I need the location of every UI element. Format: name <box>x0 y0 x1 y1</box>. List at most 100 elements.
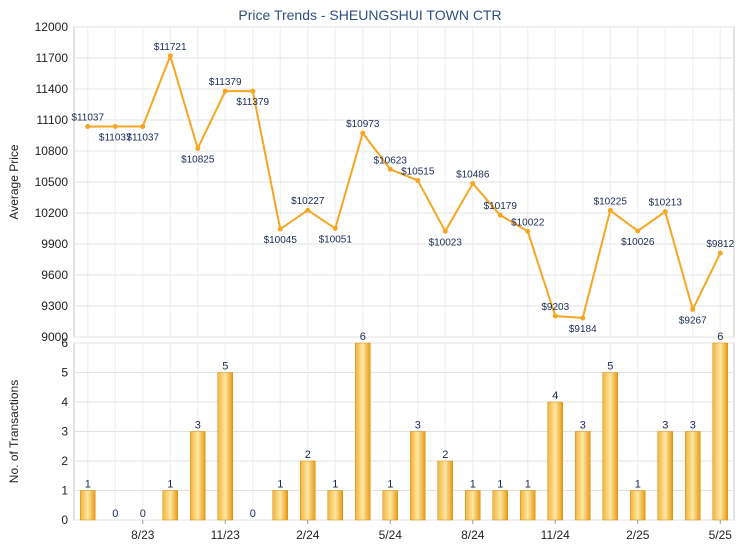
bar-data-label: 3 <box>580 420 586 432</box>
price-point <box>332 225 338 231</box>
price-data-label: $9267 <box>679 315 707 326</box>
transaction-bar <box>685 431 701 521</box>
price-data-label: $10973 <box>346 119 380 130</box>
price-point <box>717 250 723 256</box>
bar-data-label: 0 <box>250 508 256 520</box>
transaction-bar <box>80 490 96 521</box>
price-data-label: $10023 <box>429 237 463 248</box>
bar-data-label: 5 <box>607 361 613 373</box>
bar-data-label: 4 <box>552 390 558 402</box>
bar-data-label: 1 <box>387 479 393 491</box>
price-point <box>305 207 311 213</box>
bar-data-label: 5 <box>222 361 228 373</box>
y-tick-label: 5 <box>61 366 68 380</box>
price-data-label: $11379 <box>236 97 269 108</box>
y-tick-label: 9000 <box>41 330 68 344</box>
transaction-bar <box>602 372 618 521</box>
price-data-label: $10225 <box>594 196 628 207</box>
price-data-label: $11037 <box>71 113 104 124</box>
price-point <box>580 315 586 321</box>
transaction-bar <box>575 431 591 521</box>
price-data-label: $10026 <box>621 237 655 248</box>
bar-data-label: 1 <box>277 479 283 491</box>
price-point <box>277 226 283 232</box>
bar-data-label: 2 <box>442 449 448 461</box>
average-price-panel: 9000 9300 9600 9900 10200 10500 10800 11100 1140… <box>7 20 735 344</box>
price-point <box>250 88 256 94</box>
x-tick-label: 2/25 <box>626 528 650 542</box>
transaction-bar <box>437 460 453 521</box>
bar-data-label: 1 <box>167 479 173 491</box>
price-point <box>222 88 228 94</box>
x-tick-label: 11/24 <box>541 528 570 542</box>
price-data-label: $11037 <box>126 133 159 144</box>
price-data-label: $11721 <box>154 42 187 53</box>
transaction-bar <box>190 431 206 521</box>
price-point <box>360 130 366 136</box>
bar-data-label: 6 <box>360 331 366 343</box>
price-point <box>415 177 421 183</box>
transaction-bar <box>657 431 673 521</box>
transaction-bar <box>492 490 508 521</box>
price-point <box>85 124 91 130</box>
bar-data-label: 3 <box>195 420 201 432</box>
y-tick-label: 11100 <box>36 113 68 127</box>
y-tick-label: 11400 <box>36 82 69 96</box>
transaction-bar <box>547 401 563 521</box>
transaction-bar <box>355 342 371 521</box>
y-tick-label: 4 <box>61 395 68 409</box>
price-data-label: $10227 <box>291 196 325 207</box>
price-data-label: $11379 <box>209 77 242 88</box>
price-data-label: $9203 <box>541 302 569 313</box>
price-data-label: $10515 <box>401 166 435 177</box>
price-point <box>140 124 146 130</box>
x-tick-label: 5/25 <box>709 528 733 542</box>
price-line <box>87 52 722 320</box>
price-point <box>442 228 448 234</box>
y-tick-label: 12000 <box>35 20 69 34</box>
x-tick-label: 8/23 <box>131 528 155 542</box>
price-point <box>195 145 201 151</box>
bar-data-label: 1 <box>85 479 91 491</box>
price-data-label: $10045 <box>264 235 298 246</box>
price-point <box>635 228 641 234</box>
price-point <box>387 166 393 172</box>
price-data-label: $10022 <box>511 217 545 228</box>
y-axis-label: No. of Transactions <box>7 380 21 483</box>
bar-data-label: 1 <box>635 479 641 491</box>
price-data-label: $10051 <box>319 234 353 245</box>
price-point <box>552 313 558 319</box>
transaction-bar <box>712 342 728 521</box>
bar-data-label: 2 <box>305 449 311 461</box>
y-tick-label: 10200 <box>35 206 69 220</box>
y-tick-label: 0 <box>61 513 68 527</box>
y-tick-label: 3 <box>61 425 68 439</box>
y-tick-label: 9600 <box>41 268 68 282</box>
transaction-bar <box>300 460 316 521</box>
bar-data-label: 1 <box>497 479 503 491</box>
price-point <box>525 228 531 234</box>
price-point <box>690 306 696 312</box>
y-tick-label: 10500 <box>35 175 69 189</box>
transaction-bar <box>520 490 536 521</box>
bar-data-label: 0 <box>140 508 146 520</box>
transaction-bar <box>630 490 646 521</box>
transaction-bar <box>272 490 288 521</box>
bar-data-label: 3 <box>690 420 696 432</box>
bar-data-label: 1 <box>525 479 531 491</box>
price-point <box>167 53 173 59</box>
bar-data-label: 3 <box>662 420 668 432</box>
transaction-bar <box>327 490 343 521</box>
bar-data-label: 3 <box>415 420 421 432</box>
bar-data-label: 6 <box>717 331 723 343</box>
price-point <box>662 209 668 215</box>
x-tick-label: 2/24 <box>296 528 320 542</box>
price-data-label: $10825 <box>181 154 215 165</box>
x-tick-label: 11/23 <box>211 528 240 542</box>
y-tick-label: 9300 <box>41 299 68 313</box>
price-point <box>112 124 118 130</box>
transaction-bar <box>217 372 233 521</box>
price-data-label: $10213 <box>649 198 683 209</box>
y-tick-label: 2 <box>61 454 68 468</box>
transaction-bar <box>465 490 481 521</box>
